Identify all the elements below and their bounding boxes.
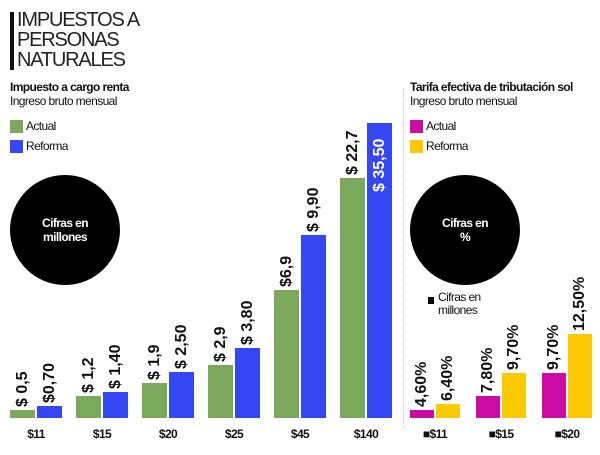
bar-reforma <box>37 406 62 418</box>
x-tick-label: ■$15 <box>488 427 514 441</box>
bullet-icon <box>428 297 434 304</box>
data-label: $ 3,80 <box>238 300 256 345</box>
data-label: $ 2,9 <box>211 326 229 362</box>
bar-actual <box>142 383 167 418</box>
legend-label: Actual <box>426 119 456 133</box>
title-line: PERSONAS <box>17 29 120 51</box>
data-label: $ 9,90 <box>304 187 322 232</box>
legend-item-reforma: Reforma <box>410 139 468 153</box>
data-label: $ 0,5 <box>13 371 31 407</box>
bar-reforma <box>235 348 260 418</box>
bar-actual <box>274 290 299 418</box>
bar-actual <box>476 396 500 418</box>
bar-actual <box>410 410 434 418</box>
legend-item-actual: Actual <box>10 119 56 133</box>
data-label: $6,9 <box>277 255 295 287</box>
units-badge-percent: Cifras en % <box>410 175 520 285</box>
x-tick-label: $20 <box>158 427 178 441</box>
data-label: $ 1,2 <box>79 357 97 393</box>
data-label: $ 22,7 <box>343 130 361 175</box>
legend-item-reforma: Reforma <box>10 139 68 153</box>
bar-reforma <box>436 404 460 418</box>
legend-label: Reforma <box>26 139 68 153</box>
bar-actual <box>76 396 101 418</box>
legend-swatch <box>410 119 423 133</box>
legend-swatch <box>10 139 23 153</box>
x-tick-label: $45 <box>290 427 310 441</box>
chart-subtitle-renta: Ingreso bruto mensual <box>10 94 117 108</box>
data-label: $ 35,50 <box>370 138 388 192</box>
legend-label: Reforma <box>426 139 468 153</box>
data-label: 9,70% <box>545 324 562 370</box>
data-label: $0,70 <box>40 362 58 403</box>
data-label: 6,40% <box>439 355 456 401</box>
legend-swatch <box>10 119 23 133</box>
chart-subtitle-tarifa: Ingreso bruto mensual <box>410 94 517 108</box>
bar-reforma <box>103 392 128 418</box>
title-line: NATURALES <box>17 49 126 71</box>
bar-reforma <box>367 123 392 418</box>
x-tick-label: ■$11 <box>422 427 448 441</box>
bar-actual <box>340 178 365 418</box>
bar-reforma <box>502 373 526 418</box>
units-badge-millones: Cifras en millones <box>10 175 120 285</box>
x-tick-label: ■$20 <box>554 427 580 441</box>
x-tick-label: $140 <box>353 427 379 441</box>
bar-reforma <box>301 235 326 418</box>
x-tick-label: $25 <box>224 427 244 441</box>
data-label: 7,80% <box>479 347 496 393</box>
bar-actual <box>208 365 233 418</box>
bar-reforma <box>169 372 194 418</box>
data-label: 9,70% <box>505 324 522 370</box>
data-label: $ 2,50 <box>172 324 190 370</box>
x-tick-label: $15 <box>92 427 112 441</box>
data-label: 12,50% <box>571 276 588 331</box>
legend-item-actual: Actual <box>410 119 456 133</box>
x-tick-label: $11 <box>27 427 45 441</box>
badge-text: Cifras en % <box>442 216 489 244</box>
legend-label: Actual <box>26 119 56 133</box>
bar-reforma <box>568 334 592 418</box>
badge-text: Cifras en millones <box>42 216 89 244</box>
data-label: $ 1,40 <box>106 344 124 390</box>
bar-actual <box>10 410 35 418</box>
legend-swatch <box>410 139 423 153</box>
chart-title-renta: Impuesto a cargo renta <box>10 80 129 94</box>
units-note: Cifras en millones <box>428 291 498 317</box>
data-label: $ 1,9 <box>145 344 163 380</box>
data-label: 4,60% <box>413 361 430 407</box>
title-bar <box>10 12 14 70</box>
chart-title-tarifa: Tarifa efectiva de tributación sol <box>410 80 573 94</box>
note-text: Cifras en millones <box>438 290 481 317</box>
title-line: IMPUESTOS A <box>17 9 140 31</box>
bar-actual <box>542 373 566 418</box>
chart-divider <box>403 88 404 428</box>
page-title: IMPUESTOS A PERSONAS NATURALES <box>17 9 140 71</box>
